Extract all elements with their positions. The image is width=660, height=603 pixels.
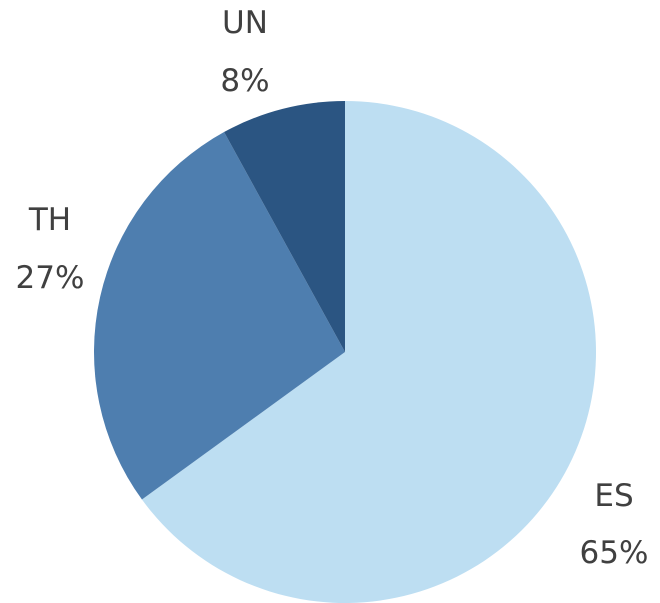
slice-percent-label-un: 8% <box>220 63 269 99</box>
pie-slice-es <box>141 101 596 603</box>
slice-percent-label-th: 27% <box>16 260 85 296</box>
pie-slices <box>93 101 596 603</box>
pie-slice-th <box>93 132 345 500</box>
slice-percent-label-es: 65% <box>580 535 649 571</box>
pie-labels: ES 65% TH 27% UN 8% <box>16 5 649 571</box>
slice-category-label-es: ES <box>594 478 633 514</box>
slice-category-label-th: TH <box>28 202 71 238</box>
pie-slice-un <box>224 101 345 352</box>
slice-category-label-un: UN <box>222 5 268 41</box>
